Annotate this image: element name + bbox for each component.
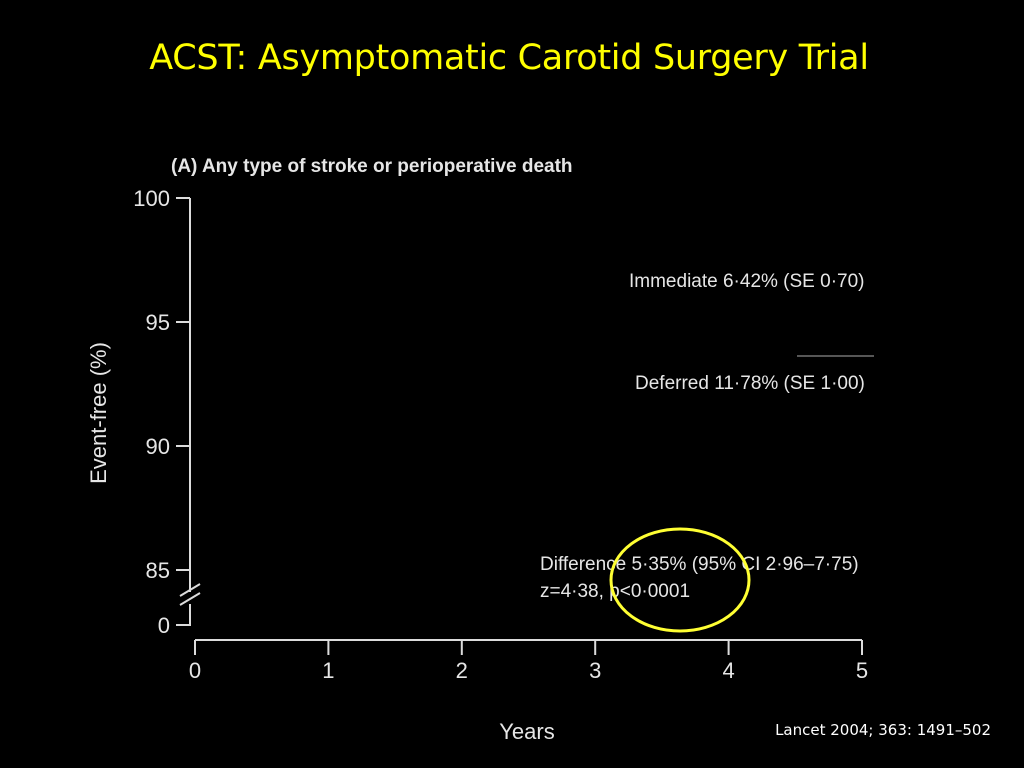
x-tick-label: 2 [456, 658, 468, 683]
highlight-ellipse [609, 527, 751, 633]
y-tick-label: 95 [146, 310, 170, 335]
x-axis-ticks: 0 1 2 3 4 5 [189, 640, 868, 683]
y-tick-label: 85 [146, 558, 170, 583]
y-axis-label: Event-free (%) [86, 342, 111, 484]
slide-title: ACST: Asymptomatic Carotid Surgery Trial [149, 38, 869, 78]
x-tick-label: 3 [589, 658, 601, 683]
annotation-stat: z=4·38, p<0·0001 [540, 581, 690, 602]
annotation-difference: Difference 5·35% (95% CI 2·96–7·75) [540, 554, 859, 575]
chart-panel-title: (A) Any type of stroke or perioperative … [171, 156, 573, 177]
x-axis-label: Years [499, 719, 554, 744]
x-tick-label: 0 [189, 658, 201, 683]
y-axis-ticks: 100 95 90 85 0 [133, 186, 190, 638]
annotation-deferred: Deferred 11·78% (SE 1·00) [635, 373, 865, 394]
y-tick-label: 100 [133, 186, 170, 211]
x-tick-label: 5 [856, 658, 868, 683]
y-tick-label: 0 [158, 613, 170, 638]
citation: Lancet 2004; 363: 1491–502 [775, 721, 991, 739]
y-tick-label: 90 [146, 434, 170, 459]
x-tick-label: 4 [722, 658, 734, 683]
y-axis-break-mark [179, 583, 201, 606]
annotation-immediate: Immediate 6·42% (SE 0·70) [629, 271, 865, 292]
x-tick-label: 1 [322, 658, 334, 683]
